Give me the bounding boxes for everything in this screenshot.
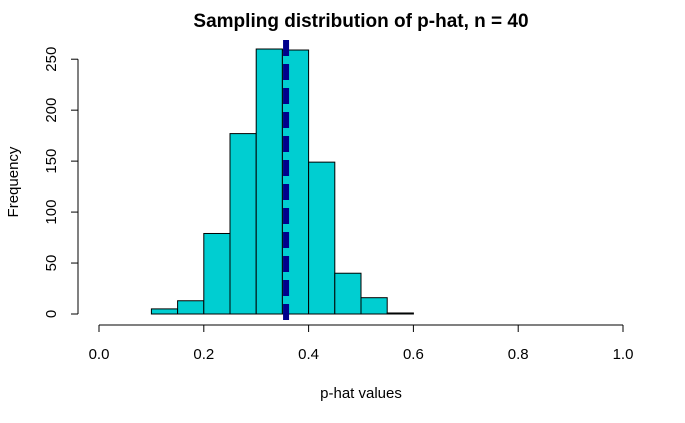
y-tick-label: 250 xyxy=(43,47,60,72)
y-tick-label: 0 xyxy=(43,310,60,318)
y-axis: 0 50 100 150 200 250 xyxy=(43,47,79,318)
histogram-bar xyxy=(255,48,283,315)
histogram-bar xyxy=(203,232,231,315)
chart-title: Sampling distribution of p-hat, n = 40 xyxy=(193,11,528,32)
histogram-bar xyxy=(177,300,205,315)
x-axis: 0.0 0.2 0.4 0.6 0.8 1.0 xyxy=(89,324,634,363)
x-tick-label: 0.2 xyxy=(193,346,214,363)
x-axis-label: p-hat values xyxy=(320,385,402,402)
histogram-bar xyxy=(229,133,257,315)
histogram-bar xyxy=(150,308,179,315)
y-axis-label: Frequency xyxy=(5,146,22,217)
x-tick-label: 0.4 xyxy=(298,346,319,363)
histogram-bar xyxy=(308,161,336,315)
bars-group xyxy=(150,48,414,315)
x-tick-label: 0.0 xyxy=(89,346,110,363)
y-tick-label: 100 xyxy=(43,200,60,225)
x-tick-label: 1.0 xyxy=(613,346,634,363)
y-tick-label: 200 xyxy=(43,98,60,123)
y-tick-label: 50 xyxy=(43,255,60,272)
x-tick-label: 0.6 xyxy=(403,346,424,363)
histogram-bar xyxy=(386,312,414,315)
x-tick-label: 0.8 xyxy=(508,346,529,363)
histogram-bar xyxy=(360,297,388,315)
histogram-bar xyxy=(334,272,362,315)
y-tick-label: 150 xyxy=(43,149,60,174)
